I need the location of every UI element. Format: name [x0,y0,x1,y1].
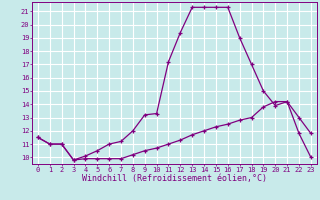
X-axis label: Windchill (Refroidissement éolien,°C): Windchill (Refroidissement éolien,°C) [82,174,267,183]
